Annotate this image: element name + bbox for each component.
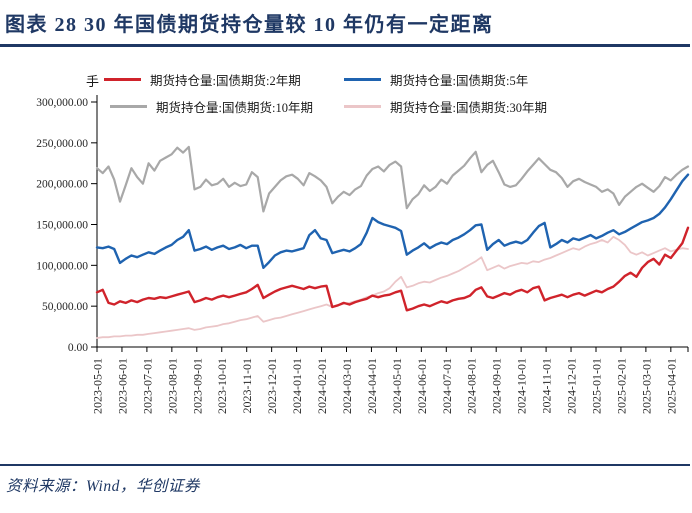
legend-item-10y: 期货持仓量:国债期货:10年期	[110, 98, 313, 115]
series-line-10y	[95, 145, 690, 213]
x-tick-label: 2023-05-01	[91, 358, 105, 414]
legend-swatch-30y	[344, 104, 381, 108]
x-tick-label: 2023-12-01	[265, 358, 279, 414]
chart-title: 图表 28 30 年国债期货持仓量较 10 年仍有一定距离	[5, 14, 494, 36]
x-tick-label: 2024-06-01	[415, 358, 429, 414]
y-tick-label: 200,000.00	[36, 179, 88, 191]
x-tick-label: 2023-10-01	[215, 358, 229, 414]
x-tick-label: 2025-01-01	[589, 358, 603, 414]
y-axis-unit-label: 手	[86, 74, 100, 89]
x-tick-label: 2024-02-01	[315, 358, 329, 414]
legend-label-10y: 期货持仓量:国债期货:10年期	[156, 100, 313, 115]
legend-label-5y: 期货持仓量:国债期货:5年	[390, 73, 529, 88]
x-tick-label: 2024-04-01	[365, 358, 379, 414]
legend-item-5y: 期货持仓量:国债期货:5年	[344, 71, 529, 88]
x-tick-label: 2025-04-01	[664, 358, 678, 414]
legend-swatch-10y	[110, 104, 147, 108]
y-tick-label: 300,000.00	[36, 97, 88, 109]
y-tick-label: 250,000.00	[36, 138, 88, 150]
x-tick-label: 2023-08-01	[165, 358, 179, 414]
y-tick-label: 150,000.00	[36, 220, 88, 232]
legend-label-2y: 期货持仓量:国债期货:2年期	[150, 73, 301, 88]
x-tick-label: 2024-01-01	[290, 358, 304, 414]
title-divider	[0, 44, 690, 47]
x-tick-label: 2025-03-01	[639, 358, 653, 414]
x-tick-label: 2024-03-01	[340, 358, 354, 414]
x-tick-label: 2024-12-01	[565, 358, 579, 414]
x-tick-label: 2023-09-01	[190, 358, 204, 414]
x-tick-label: 2024-07-01	[440, 358, 454, 414]
x-tick-label: 2023-07-01	[140, 358, 154, 414]
legend-swatch-5y	[344, 77, 381, 81]
x-tick-label: 2024-05-01	[390, 358, 404, 414]
source-note: 资料来源：Wind，华创证券	[6, 478, 200, 495]
series-line-2y	[95, 226, 690, 312]
series-line-30y	[96, 235, 689, 339]
y-tick-label: 0.00	[68, 342, 88, 354]
y-tick-label: 50,000.00	[42, 301, 88, 313]
legend-item-30y: 期货持仓量:国债期货:30年期	[344, 98, 547, 115]
x-tick-label: 2024-09-01	[490, 358, 504, 414]
line-chart-plot: 0.00 50,000.00 100,000.00 150,000.00 200,000…	[36, 95, 690, 414]
legend-label-30y: 期货持仓量:国债期货:30年期	[390, 100, 547, 115]
legend-item-2y: 期货持仓量:国债期货:2年期	[104, 71, 301, 88]
legend-swatch-2y	[104, 77, 141, 81]
series-line-5y	[95, 173, 690, 270]
x-tick-label: 2023-06-01	[115, 358, 129, 414]
y-tick-label: 100,000.00	[36, 260, 88, 272]
x-tick-label: 2024-10-01	[515, 358, 529, 414]
x-tick-label: 2023-11-01	[240, 358, 254, 414]
footer-divider	[0, 464, 690, 466]
x-tick-label: 2025-02-01	[614, 358, 628, 414]
x-tick-label: 2024-11-01	[540, 358, 554, 414]
x-tick-label: 2024-08-01	[465, 358, 479, 414]
